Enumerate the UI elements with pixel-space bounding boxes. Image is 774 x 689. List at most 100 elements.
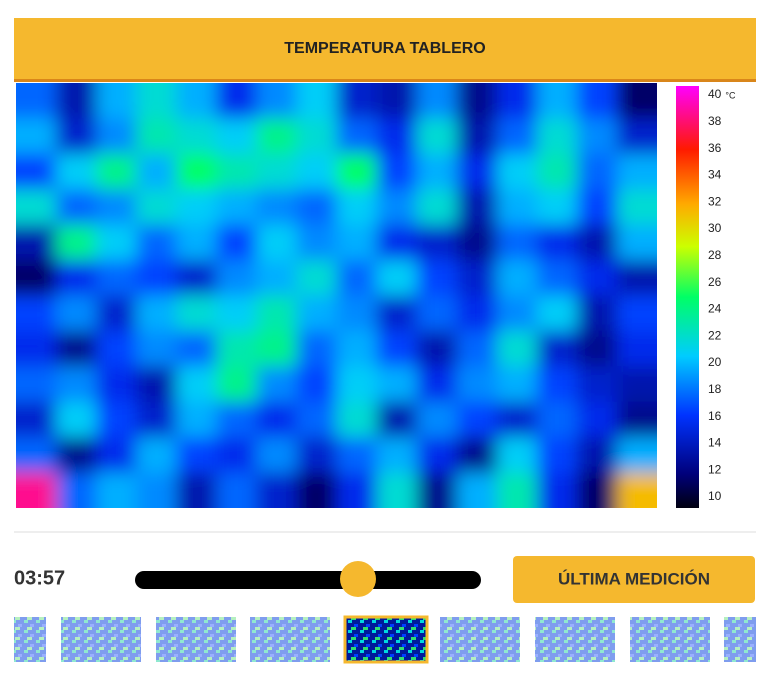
heatmap-cell (256, 295, 298, 332)
heatmap-cell (256, 118, 298, 155)
heatmap-cell (136, 189, 178, 226)
heatmap-cell (336, 366, 378, 403)
heatmap-cell (616, 437, 657, 474)
heatmap-cell (376, 189, 418, 226)
thumbnail[interactable] (156, 617, 236, 662)
heatmap-cell (56, 118, 98, 155)
heatmap-cell (96, 437, 138, 474)
heatmap-cell (56, 330, 98, 368)
colorbar-tick-label: 20 (708, 355, 722, 369)
heatmap-cell (16, 366, 58, 403)
heatmap-cell (416, 189, 458, 226)
heatmap-cell (176, 260, 218, 297)
title: TEMPERATURA TABLERO (284, 40, 485, 57)
last-measure-button[interactable] (513, 556, 755, 603)
colorbar-tick-label: 24 (708, 302, 722, 316)
heatmap-cell (296, 437, 338, 474)
heatmap-cell (256, 189, 298, 226)
heatmap-cell (56, 83, 98, 120)
heatmap-cell (176, 330, 218, 368)
heatmap-cell (296, 330, 338, 368)
heatmap-cell (16, 189, 58, 226)
heatmap-cell (616, 295, 657, 332)
heatmap-cell (456, 118, 498, 155)
heatmap-cell (16, 330, 58, 368)
heatmap-cell (336, 330, 378, 368)
heatmap-cell (96, 472, 138, 508)
thumbnail[interactable] (250, 617, 330, 662)
heatmap-cell (216, 83, 258, 120)
heatmap-cell (56, 437, 98, 474)
heatmap-cell (456, 330, 498, 368)
heatmap-cell (376, 260, 418, 297)
heatmap-cell (336, 437, 378, 474)
heatmap-cell (176, 189, 218, 226)
heatmap-cell (496, 295, 538, 332)
heatmap-cell (416, 224, 458, 262)
thumbnail[interactable] (630, 617, 710, 662)
slider-handle[interactable] (340, 561, 376, 597)
colorbar-unit: °C (725, 90, 736, 100)
heatmap-cell (616, 189, 657, 226)
heatmap-cell (376, 295, 418, 332)
heatmap-cell (536, 189, 578, 226)
heatmap-cell (616, 330, 657, 368)
heatmap-cell (56, 401, 98, 439)
heatmap-cell (96, 83, 138, 120)
colorbar-tick-label: 12 (708, 462, 722, 476)
heatmap-cell (56, 153, 98, 191)
heatmap-cell (496, 437, 538, 474)
heatmap-cell (496, 260, 538, 297)
heatmap-cell (176, 366, 218, 403)
colorbar-tick-label: 16 (708, 409, 722, 423)
heatmap-cell (536, 472, 578, 508)
heatmap-cell (376, 437, 418, 474)
heatmap-cell (296, 260, 338, 297)
heatmap-cell (176, 472, 218, 508)
heatmap-cell (456, 189, 498, 226)
heatmap-cell (136, 260, 178, 297)
heatmap-cell (536, 153, 578, 191)
heatmap-cell (216, 260, 258, 297)
heatmap-cell (496, 366, 538, 403)
heatmap-cell (96, 295, 138, 332)
heatmap-cell (296, 366, 338, 403)
colorbar (676, 86, 699, 508)
heatmap-cell (576, 295, 618, 332)
thumbnail[interactable] (61, 617, 141, 662)
heatmap-cell (376, 83, 418, 120)
thumbnail[interactable] (535, 617, 615, 662)
thumbnail[interactable] (724, 617, 756, 662)
thumbnail-selected[interactable] (343, 615, 429, 664)
heatmap-cell (496, 330, 538, 368)
heatmap-cell (536, 295, 578, 332)
heatmap-cell (16, 295, 58, 332)
heatmap-cell (336, 401, 378, 439)
heatmap-cell (16, 472, 58, 508)
heatmap-cell (496, 153, 538, 191)
heatmap-cell (576, 189, 618, 226)
heatmap-cell (96, 401, 138, 439)
colorbar-tick-label: 32 (708, 194, 722, 208)
colorbar-tick-label: 36 (708, 141, 722, 155)
heatmap-cell (336, 472, 378, 508)
heatmap-cell (96, 224, 138, 262)
heatmap-cell (456, 260, 498, 297)
heatmap-cell (536, 366, 578, 403)
heatmap-cell (56, 472, 98, 508)
thumbnail[interactable] (440, 617, 520, 662)
heatmap-cell (256, 153, 298, 191)
heatmap-cell (16, 437, 58, 474)
heatmap-cell (576, 401, 618, 439)
heatmap-cell (296, 189, 338, 226)
colorbar-ticks: 10 12 14 16 18 20 22 24 26 28 30 32 34 36 38 40 °C (708, 87, 736, 503)
heatmap-cell (256, 330, 298, 368)
thumbnail[interactable] (14, 617, 46, 662)
colorbar-tick-label: 10 (708, 489, 722, 503)
heatmap-cell (456, 401, 498, 439)
heatmap-cell (616, 153, 657, 191)
colorbar-tick-label: 22 (708, 328, 722, 342)
header-bar (14, 18, 756, 80)
heatmap-cell (136, 153, 178, 191)
